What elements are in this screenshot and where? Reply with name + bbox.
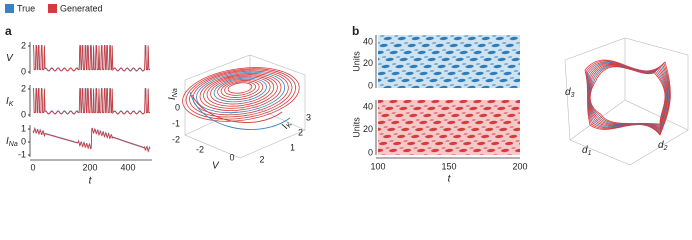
panel-label: a bbox=[5, 24, 12, 38]
z-label-main: I bbox=[167, 97, 178, 100]
legend-swatch bbox=[48, 4, 57, 13]
loop bbox=[196, 71, 286, 114]
loop bbox=[185, 68, 297, 120]
trace bbox=[33, 88, 150, 115]
wireframe bbox=[184, 54, 306, 159]
x-tick-label: 0 bbox=[229, 152, 234, 162]
y-label-main: I bbox=[279, 123, 290, 131]
trace bbox=[32, 127, 151, 153]
y-tick-label: 40 bbox=[363, 36, 373, 46]
loop bbox=[182, 67, 300, 122]
z-label: d3 bbox=[565, 87, 575, 99]
legend-label: True bbox=[17, 3, 35, 13]
y-label-main: V bbox=[6, 53, 14, 64]
x-label: t bbox=[448, 174, 452, 185]
y-tick-label: 2 bbox=[21, 40, 26, 50]
trace bbox=[33, 45, 150, 72]
heatmap-true bbox=[378, 35, 520, 88]
y-tick-label: 0 bbox=[21, 136, 26, 146]
y-tick-label: 0 bbox=[21, 66, 26, 76]
y-tick-label: 0 bbox=[368, 147, 373, 157]
y-label-sub: 2 bbox=[663, 145, 668, 152]
loop bbox=[206, 75, 275, 107]
y-tick-label: 20 bbox=[363, 124, 373, 134]
y-label: d2 bbox=[658, 140, 668, 152]
x-tick-label: 0 bbox=[30, 162, 35, 172]
x-label: d1 bbox=[582, 145, 592, 157]
y-tick-label: 3 bbox=[306, 112, 311, 122]
loop bbox=[189, 69, 293, 118]
z-tick-label: -2 bbox=[172, 134, 180, 144]
y-tick-label: 2 bbox=[21, 83, 26, 93]
loop bbox=[189, 91, 291, 130]
y-label: INa bbox=[6, 136, 18, 148]
y-tick-label: 40 bbox=[363, 101, 373, 111]
y-label-main: d bbox=[658, 140, 664, 151]
loop bbox=[589, 66, 666, 125]
y-label-sub: K bbox=[285, 121, 294, 129]
loop bbox=[210, 76, 271, 105]
x-tick-label: 200 bbox=[82, 162, 97, 172]
z-tick-label: -1 bbox=[172, 118, 180, 128]
y-tick-label: 0 bbox=[21, 109, 26, 119]
y-label-sub: Na bbox=[9, 141, 18, 148]
legend-swatch bbox=[5, 4, 14, 13]
z-label-sub: Na bbox=[172, 88, 179, 97]
z-label: INa bbox=[167, 88, 179, 100]
loop bbox=[224, 81, 256, 96]
legend-label: Generated bbox=[60, 3, 103, 13]
y-label-main: I bbox=[6, 136, 9, 147]
y-label-sub: K bbox=[9, 101, 14, 108]
wireframe bbox=[564, 37, 689, 166]
x-tick-label: 400 bbox=[120, 162, 135, 172]
y-tick-label: 1 bbox=[21, 123, 26, 133]
loop bbox=[199, 73, 282, 111]
z-label-sub: 3 bbox=[571, 92, 575, 99]
y-tick-label: 0 bbox=[368, 80, 373, 90]
y-tick-label: -1 bbox=[18, 149, 26, 159]
heatmap-generated bbox=[378, 100, 520, 155]
loop bbox=[217, 78, 264, 101]
x-tick-label: 150 bbox=[441, 161, 456, 171]
loop bbox=[220, 80, 260, 98]
loop bbox=[203, 74, 278, 109]
z-tick-label: 0 bbox=[175, 102, 180, 112]
y-label-main: I bbox=[6, 96, 9, 107]
loop bbox=[213, 77, 267, 103]
x-tick-label: 200 bbox=[512, 161, 527, 171]
y-label: IK bbox=[279, 119, 293, 132]
y-tick-label: 1 bbox=[290, 142, 295, 152]
x-label: V bbox=[212, 161, 220, 172]
loop bbox=[191, 94, 283, 123]
loop bbox=[589, 65, 666, 126]
y-label: IK bbox=[6, 96, 14, 108]
x-label-main: d bbox=[582, 145, 588, 156]
x-label: t bbox=[89, 176, 93, 187]
loop bbox=[227, 82, 253, 94]
x-label-sub: 1 bbox=[588, 150, 592, 157]
panel-label: b bbox=[352, 24, 359, 38]
x-tick-label: -2 bbox=[196, 144, 204, 154]
y-label: V bbox=[6, 53, 14, 64]
y-tick-label: 20 bbox=[363, 58, 373, 68]
y-label: Units bbox=[351, 51, 361, 72]
y-label: Units bbox=[351, 117, 361, 138]
x-tick-label: 2 bbox=[259, 154, 264, 164]
z-label-main: d bbox=[565, 87, 571, 98]
x-tick-label: 100 bbox=[370, 161, 385, 171]
y-tick-label: 2 bbox=[298, 127, 303, 137]
